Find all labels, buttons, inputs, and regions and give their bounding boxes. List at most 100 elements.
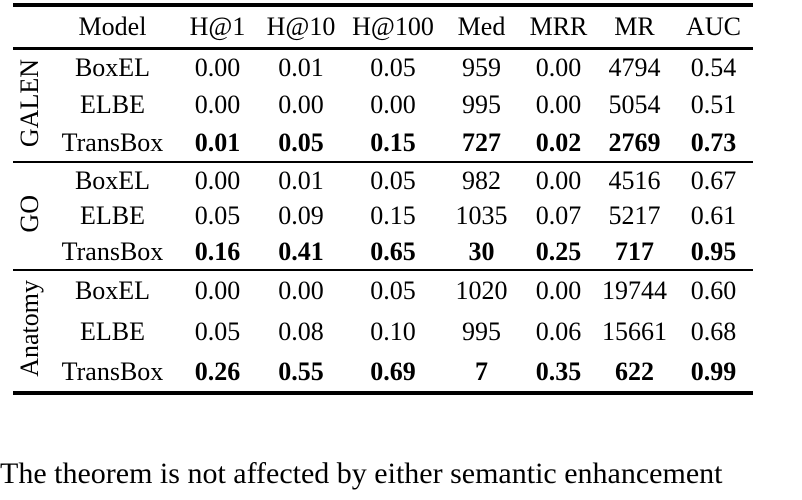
header-h-at-100: H@100 (352, 11, 434, 41)
table-row: TransBox 0.01 0.05 0.15 727 0.02 2769 0.73 (13, 124, 753, 162)
header-med: Med (457, 11, 506, 41)
caption-text: The theorem is not affected by either se… (0, 457, 723, 490)
metric-value: 0.00 (535, 52, 582, 82)
metric-value: 0.26 (194, 356, 241, 386)
metric-value: 0.41 (278, 236, 324, 266)
metric-value: 959 (462, 52, 501, 82)
metric-value: 5217 (608, 201, 661, 230)
metric-value: 727 (462, 127, 501, 157)
table-group-galen: GALEN BoxEL 0.00 0.01 0.05 959 0.00 4794 0.54 ELB… (13, 48, 753, 162)
metric-value: 0.00 (194, 52, 241, 82)
metric-value: 0.61 (690, 201, 737, 230)
group-label-text: GO (15, 194, 44, 233)
results-table: Model H@1 H@10 H@100 Med MRR MR AUC GALE… (13, 3, 753, 395)
metric-value: 0.68 (690, 316, 737, 346)
model-name: TransBox (61, 127, 164, 157)
metric-value: 0.02 (535, 127, 582, 157)
metric-value: 0.51 (690, 90, 737, 119)
metric-value: 0.25 (535, 236, 582, 266)
metric-value: 0.01 (278, 52, 324, 82)
metric-value: 1020 (455, 276, 508, 305)
metric-value: 7 (475, 356, 488, 386)
metric-value: 717 (615, 236, 654, 266)
metric-value: 995 (462, 90, 501, 119)
metric-value: 0.15 (370, 201, 416, 230)
metric-value: 0.00 (535, 276, 582, 305)
metric-value: 0.55 (278, 356, 324, 386)
group-label-anatomy: Anatomy (13, 270, 47, 393)
table-row: ELBE 0.00 0.00 0.00 995 0.00 5054 0.51 (13, 86, 753, 124)
header-mr: MR (614, 11, 655, 41)
metric-value: 4794 (608, 52, 661, 82)
table-row: GO BoxEL 0.00 0.01 0.05 982 0.00 4516 0.67 (13, 162, 753, 232)
metric-value: 0.95 (690, 236, 737, 266)
group-label-galen: GALEN (13, 48, 47, 162)
metric-value: 0.05 (278, 127, 324, 157)
model-name: ELBE (80, 316, 145, 346)
metric-value: 0.00 (535, 165, 582, 195)
metric-value: 0.00 (194, 276, 241, 305)
group-label-text: GALEN (15, 58, 44, 147)
group-label-go: GO (13, 162, 47, 270)
metric-value: 0.54 (690, 52, 737, 82)
table-row: TransBox 0.16 0.41 0.65 30 0.25 717 0.95 (13, 234, 753, 270)
group-label-text: Anatomy (15, 280, 44, 377)
metric-value: 0.16 (194, 236, 241, 266)
metric-value: 0.00 (194, 165, 241, 195)
model-name: BoxEL (74, 276, 151, 305)
metric-value: 0.60 (690, 276, 737, 305)
metric-value: 0.65 (370, 236, 416, 266)
metric-value: 4516 (608, 165, 661, 195)
table-row: ELBE 0.05 0.09 0.15 1035 0.07 5217 0.61 (13, 198, 753, 234)
table-row: Anatomy BoxEL 0.00 0.00 0.05 1020 0.00 19744 0.6… (13, 270, 753, 377)
metric-value: 0.05 (194, 316, 241, 346)
metric-value: 0.01 (194, 127, 241, 157)
metric-value: 0.07 (535, 201, 582, 230)
metric-value: 0.73 (690, 127, 737, 157)
header-group-spacer (13, 5, 47, 48)
metric-value: 0.35 (535, 356, 582, 386)
metric-value: 15661 (602, 316, 667, 346)
table-row: GALEN BoxEL 0.00 0.01 0.05 959 0.00 4794 0.54 (13, 48, 753, 147)
metric-value: 30 (468, 236, 495, 266)
metric-value: 0.05 (370, 276, 416, 305)
metric-value: 0.06 (535, 316, 582, 346)
header-mrr: MRR (529, 11, 588, 41)
metric-value: 1035 (455, 201, 508, 230)
metric-value: 0.00 (278, 90, 324, 119)
model-name: ELBE (80, 201, 145, 230)
metric-value: 0.00 (535, 90, 582, 119)
metric-value: 5054 (608, 90, 661, 119)
header-h-at-10: H@10 (266, 11, 336, 41)
metric-value: 0.00 (278, 276, 324, 305)
model-name: TransBox (61, 356, 164, 386)
metric-value: 0.99 (690, 356, 737, 386)
model-name: BoxEL (74, 52, 151, 82)
metric-value: 995 (462, 316, 501, 346)
header-h-at-1: H@1 (189, 11, 246, 41)
metric-value: 0.05 (370, 165, 416, 195)
table-row: TransBox 0.26 0.55 0.69 7 0.35 622 0.99 (13, 352, 753, 393)
header-auc: AUC (686, 11, 741, 41)
metric-value: 0.10 (370, 316, 416, 346)
metric-value: 0.01 (278, 165, 324, 195)
metric-value: 2769 (608, 127, 661, 157)
table-header: Model H@1 H@10 H@100 Med MRR MR AUC (13, 5, 753, 48)
metric-value: 0.05 (370, 52, 416, 82)
metric-value: 0.15 (370, 127, 416, 157)
model-name: BoxEL (74, 165, 151, 195)
metric-value: 0.08 (278, 316, 324, 346)
metric-value: 19744 (602, 276, 667, 305)
metric-value: 0.67 (690, 165, 737, 195)
metric-value: 0.00 (194, 90, 241, 119)
metric-value: 622 (615, 356, 654, 386)
metric-value: 0.09 (278, 201, 324, 230)
header-row: Model H@1 H@10 H@100 Med MRR MR AUC (13, 5, 753, 48)
model-name: TransBox (61, 236, 164, 266)
table-group-go: GO BoxEL 0.00 0.01 0.05 982 0.00 4516 0.67 ELBE 0.… (13, 162, 753, 270)
metric-value: 0.00 (370, 90, 416, 119)
table-group-anatomy: Anatomy BoxEL 0.00 0.00 0.05 1020 0.00 19744 0.6… (13, 270, 753, 393)
model-name: ELBE (80, 90, 145, 119)
table-row: ELBE 0.05 0.08 0.10 995 0.06 15661 0.68 (13, 311, 753, 352)
